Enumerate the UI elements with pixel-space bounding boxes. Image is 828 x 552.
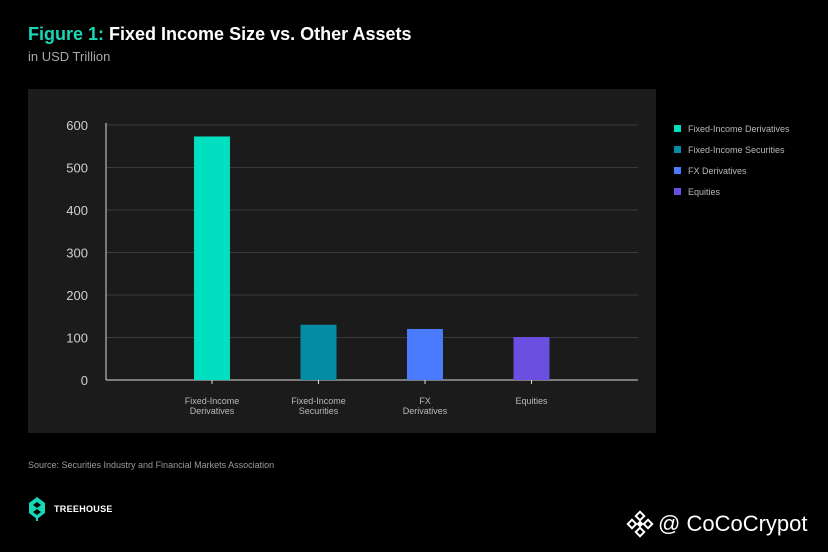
y-tick-label: 500 (66, 161, 88, 176)
chart-subtitle: in USD Trillion (28, 49, 111, 64)
legend-label: Equities (688, 186, 721, 197)
legend-swatch (674, 167, 681, 174)
y-tick-label: 300 (66, 246, 88, 261)
x-tick-label: Securities (299, 406, 339, 416)
binance-logo-icon (626, 510, 654, 538)
treehouse-logo-icon (29, 497, 45, 521)
bar (194, 136, 230, 380)
bar (513, 337, 550, 380)
y-tick-label: 400 (66, 203, 88, 218)
figure-number: Figure 1: (28, 24, 105, 44)
legend-item: Fixed-Income Derivatives (674, 118, 790, 139)
legend-swatch (674, 146, 681, 153)
legend-swatch (674, 125, 681, 132)
legend-label: Fixed-Income Securities (688, 144, 785, 155)
y-tick-label: 200 (66, 288, 88, 303)
watermark: @ CoCoCrypot (626, 510, 808, 538)
source-note: Source: Securities Industry and Financia… (28, 460, 275, 470)
brand-name: TREEHOUSE (54, 504, 113, 514)
legend-item: Fixed-Income Securities (674, 139, 790, 160)
x-tick-label: Derivatives (403, 406, 448, 416)
bar-chart: 0100200300400500600Fixed-IncomeDerivativ… (66, 118, 638, 416)
chart-panel: 0 100 200 300 400 500 600 Fixed-Income Derivativ… (28, 89, 656, 433)
chart-title: Figure 1: Fixed Income Size vs. Other As… (28, 24, 411, 45)
legend-label: Fixed-Income Derivatives (688, 123, 790, 134)
watermark-handle: @ CoCoCrypot (658, 511, 808, 536)
x-tick-label: Fixed-Income (185, 396, 240, 406)
x-tick-label: FX (419, 396, 431, 406)
legend-swatch (674, 188, 681, 195)
legend-label: FX Derivatives (688, 165, 747, 176)
x-tick-label: Derivatives (190, 406, 235, 416)
x-tick-label: Fixed-Income (291, 396, 346, 406)
x-tick-label: Equities (515, 396, 548, 406)
bar (407, 329, 443, 380)
legend-item: Equities (674, 181, 790, 202)
y-tick-label: 0 (81, 373, 88, 388)
legend-item: FX Derivatives (674, 160, 790, 181)
y-tick-label: 100 (66, 331, 88, 346)
figure-title: Fixed Income Size vs. Other Assets (109, 24, 412, 44)
y-tick-label: 600 (66, 118, 88, 133)
brand-logo: TREEHOUSE (28, 496, 113, 522)
bar (300, 324, 337, 380)
chart-legend: Fixed-Income Derivatives Fixed-Income Sec… (674, 118, 790, 202)
